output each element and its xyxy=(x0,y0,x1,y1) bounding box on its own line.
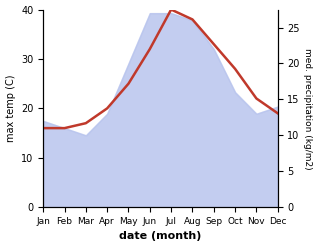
X-axis label: date (month): date (month) xyxy=(119,231,202,242)
Y-axis label: max temp (C): max temp (C) xyxy=(5,75,16,142)
Y-axis label: med. precipitation (kg/m2): med. precipitation (kg/m2) xyxy=(303,48,313,169)
